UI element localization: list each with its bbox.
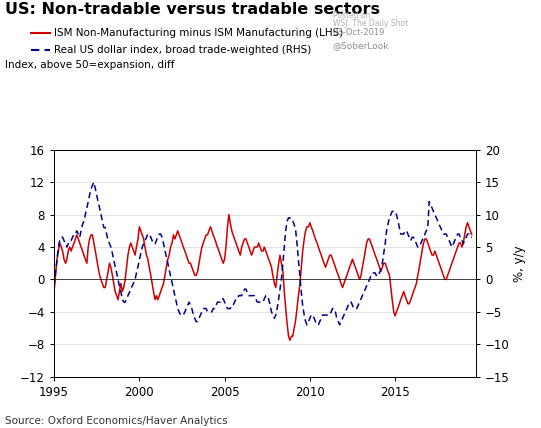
- Text: Real US dollar index, broad trade-weighted (RHS): Real US dollar index, broad trade-weight…: [54, 45, 312, 55]
- Text: Source: Oxford Economics/Haver Analytics: Source: Oxford Economics/Haver Analytics: [5, 416, 228, 426]
- Text: US: Non-tradable versus tradable sectors: US: Non-tradable versus tradable sectors: [5, 2, 380, 17]
- Text: 03-Oct-2019: 03-Oct-2019: [333, 28, 385, 37]
- Y-axis label: %, y/y: %, y/y: [513, 245, 526, 282]
- Text: WSJ: The Daily Shot: WSJ: The Daily Shot: [333, 19, 408, 28]
- Text: Posted on: Posted on: [333, 11, 370, 20]
- Text: @SoberLook: @SoberLook: [333, 41, 389, 50]
- Text: ISM Non-Manufacturing minus ISM Manufacturing (LHS): ISM Non-Manufacturing minus ISM Manufact…: [54, 28, 344, 38]
- Text: Index, above 50=expansion, diff: Index, above 50=expansion, diff: [5, 60, 175, 70]
